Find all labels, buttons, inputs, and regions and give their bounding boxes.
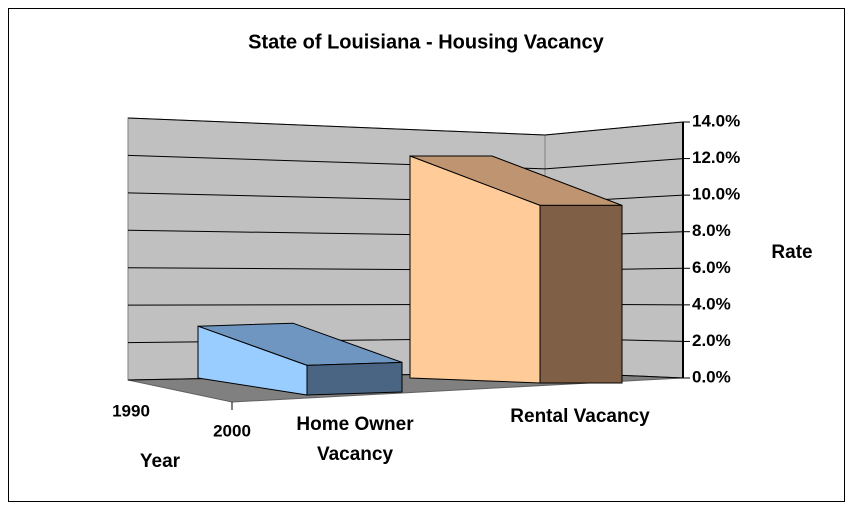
y-axis-title: Rate [771,242,812,263]
x-tick-label: Home Owner Vacancy [296,414,414,465]
depth-axis-title: Year [140,451,181,472]
grid-line [127,117,684,136]
y-tick-label: 10.0% [692,185,740,204]
area-side [539,204,623,384]
area-side [306,361,403,396]
y-tick-label: 6.0% [692,258,731,277]
depth-tick-label: 2000 [213,421,251,440]
y-tick-label: 2.0% [692,331,731,350]
y-tick-label: 8.0% [692,221,731,240]
chart-title: State of Louisiana - Housing Vacancy [248,31,605,53]
area-front [197,325,308,396]
y-tick-label: 14.0% [692,111,740,130]
area-front [409,155,541,384]
x-tick-label: Rental Vacancy [510,406,650,427]
depth-tick-label: 1990 [112,401,150,420]
y-tick-label: 0.0% [692,367,731,386]
y-tick-label: 4.0% [692,294,731,313]
grid-line [127,154,684,170]
y-tick-label: 12.0% [692,148,740,167]
